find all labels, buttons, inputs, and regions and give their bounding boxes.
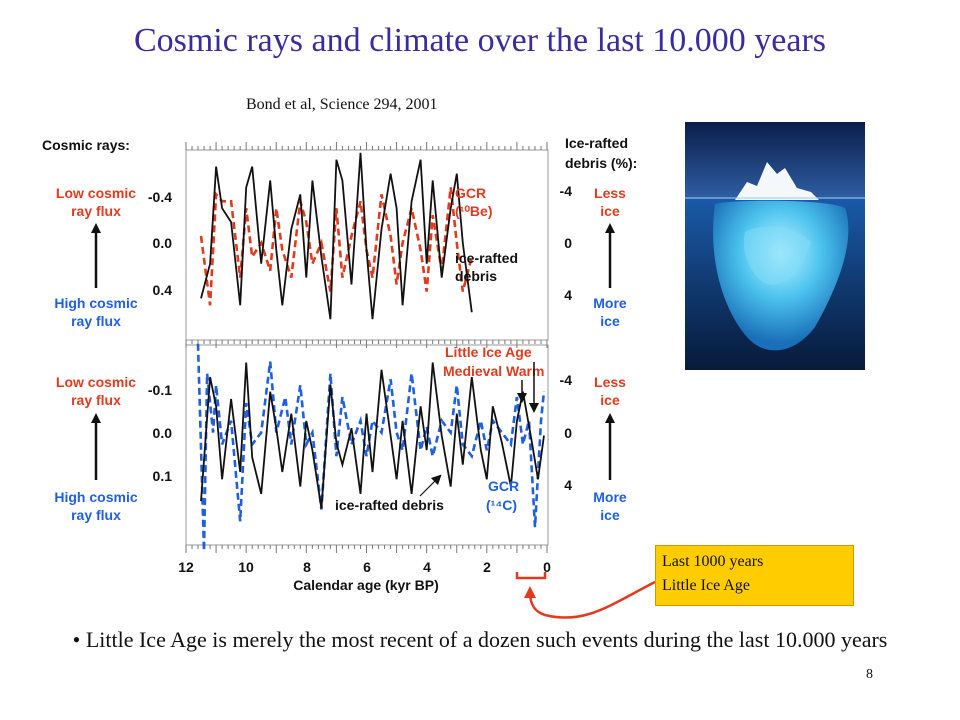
little-ice-age-annotation: Little Ice Age [445,344,532,360]
x-tick-8: 8 [303,559,311,575]
callout-line-2: Little Ice Age [662,577,750,594]
bottom-gcr-label-2: (¹⁴C) [486,497,517,513]
bottom-left-tick-2: 0.0 [153,425,173,441]
bottom-left-high-caption-2: ray flux [71,507,121,523]
bullet-body: Little Ice Age is merely the most recent… [85,627,888,652]
x-tick-4: 4 [423,559,431,575]
citation: Bond et al, Science 294, 2001 [246,96,438,113]
top-left-tick-1: -0.4 [148,189,172,205]
top-right-more-caption-1: More [593,295,627,311]
callout-line-1: Last 1000 years [662,553,764,570]
last-1000-years-bracket [515,572,547,580]
left-axis-title: Cosmic rays: [42,137,130,153]
right-axis-title-line1: Ice-rafted [565,135,628,151]
page-number: 8 [866,667,873,682]
x-tick-2: 2 [483,559,491,575]
x-tick-10: 10 [238,559,254,575]
bottom-right-tick-2: 0 [564,425,572,441]
bottom-gcr-label-1: GCR [488,478,519,494]
minor-tick-marks [185,142,548,553]
top-right-tick-2: 0 [564,235,572,251]
top-ice-label-1: ice-rafted [455,250,518,266]
top-right-less-caption-1: Less [594,185,626,201]
top-gcr-label-2: (¹⁰Be) [455,203,493,219]
bottom-right-less-caption-1: Less [594,374,626,390]
top-ice-label-2: debris [455,268,497,284]
top-right-tick-1: -4 [560,183,573,199]
bottom-right-tick-1: -4 [560,372,573,388]
bottom-left-tick-3: 0.1 [153,468,173,484]
top-left-low-caption-2: ray flux [71,203,121,219]
top-ice-rafted-debris-line [200,152,473,320]
top-left-high-caption-2: ray flux [71,313,121,329]
x-axis-label: Calendar age (kyr BP) [293,577,439,593]
bottom-left-tick-1: -0.1 [148,382,172,398]
x-tick-0: 0 [543,559,551,575]
bottom-right-tick-3: 4 [564,477,572,493]
iceberg-image [685,122,865,370]
top-gcr-label-1: GCR [455,185,486,201]
slide-title: Cosmic rays and climate over the last 10… [133,22,827,59]
x-tick-12: 12 [178,559,194,575]
bottom-ice-label: ice-rafted debris [335,497,444,513]
top-gcr-10be-line [199,187,474,306]
bottom-right-more-caption-2: ice [600,507,620,523]
callout-arrow [524,580,656,619]
top-right-less-caption-2: ice [600,203,620,219]
bullet-marker: • [72,627,81,652]
bottom-right-less-caption-2: ice [600,392,620,408]
medieval-warm-annotation: Medieval Warm [443,363,544,379]
right-axis-title-line2: debris (%): [565,155,637,171]
bullet-text: • Little Ice Age is merely the most rece… [50,625,910,655]
bottom-ice-pointer [419,474,442,497]
bottom-right-more-caption-1: More [593,489,627,505]
x-tick-6: 6 [363,559,371,575]
top-left-tick-3: 0.4 [153,282,173,298]
bottom-left-low-caption-1: Low cosmic [56,374,136,390]
bottom-left-low-caption-2: ray flux [71,392,121,408]
bottom-ice-rafted-debris-line [200,362,545,509]
bottom-left-high-caption-1: High cosmic [54,489,137,505]
top-left-low-caption-1: Low cosmic [56,185,136,201]
top-right-tick-3: 4 [564,287,572,303]
top-left-tick-2: 0.0 [153,235,173,251]
last-1000-years-callout: Last 1000 years Little Ice Age [655,545,854,606]
top-left-high-caption-1: High cosmic [54,295,137,311]
top-right-more-caption-2: ice [600,313,620,329]
